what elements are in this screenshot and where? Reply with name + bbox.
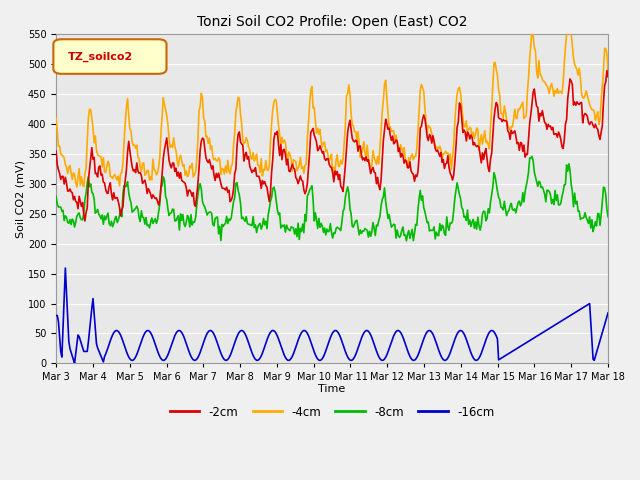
Title: Tonzi Soil CO2 Profile: Open (East) CO2: Tonzi Soil CO2 Profile: Open (East) CO2 bbox=[197, 15, 467, 29]
-2cm bbox=[225, 187, 233, 193]
-4cm bbox=[73, 184, 81, 190]
-8cm bbox=[285, 227, 292, 233]
-2cm bbox=[555, 129, 563, 135]
-16cm bbox=[52, 312, 60, 318]
-4cm bbox=[604, 69, 612, 75]
Y-axis label: Soil CO2 (mV): Soil CO2 (mV) bbox=[15, 160, 25, 238]
-16cm bbox=[460, 331, 468, 337]
-4cm bbox=[362, 156, 370, 161]
-2cm bbox=[362, 154, 370, 160]
-8cm bbox=[388, 224, 396, 230]
-4cm bbox=[388, 128, 396, 134]
-4cm bbox=[286, 152, 294, 158]
-4cm bbox=[555, 91, 563, 96]
-2cm bbox=[388, 133, 396, 139]
Line: -16cm: -16cm bbox=[56, 268, 608, 363]
-2cm bbox=[81, 218, 89, 224]
-4cm bbox=[52, 115, 60, 121]
-16cm bbox=[227, 353, 234, 359]
-16cm bbox=[390, 333, 397, 338]
-2cm bbox=[603, 68, 611, 73]
-4cm bbox=[565, 12, 573, 18]
-2cm bbox=[52, 148, 60, 154]
-8cm bbox=[224, 221, 232, 227]
-8cm bbox=[52, 193, 60, 199]
-8cm bbox=[528, 154, 536, 159]
-16cm bbox=[364, 328, 371, 334]
-8cm bbox=[403, 238, 410, 244]
-2cm bbox=[286, 169, 294, 175]
X-axis label: Time: Time bbox=[319, 384, 346, 394]
-8cm bbox=[604, 214, 612, 220]
-16cm bbox=[61, 265, 69, 271]
-4cm bbox=[225, 169, 233, 175]
-2cm bbox=[459, 130, 467, 135]
-2cm bbox=[604, 74, 612, 80]
-16cm bbox=[556, 319, 563, 325]
-16cm bbox=[71, 360, 79, 366]
FancyBboxPatch shape bbox=[53, 39, 166, 74]
-16cm bbox=[604, 310, 612, 316]
-8cm bbox=[556, 202, 563, 208]
Legend: -2cm, -4cm, -8cm, -16cm: -2cm, -4cm, -8cm, -16cm bbox=[165, 401, 499, 423]
-4cm bbox=[459, 115, 467, 121]
-8cm bbox=[459, 206, 467, 212]
Line: -8cm: -8cm bbox=[56, 156, 608, 241]
-16cm bbox=[287, 356, 295, 361]
Text: TZ_soilco2: TZ_soilco2 bbox=[68, 51, 134, 61]
Line: -2cm: -2cm bbox=[56, 71, 608, 221]
-8cm bbox=[361, 226, 369, 231]
Line: -4cm: -4cm bbox=[56, 15, 608, 187]
